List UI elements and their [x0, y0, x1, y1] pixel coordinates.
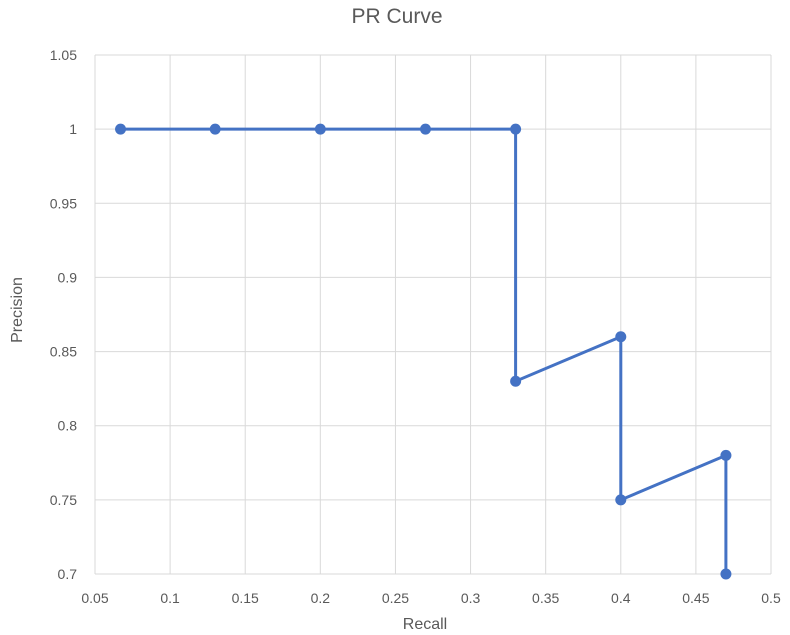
x-tick-label: 0.3	[461, 590, 481, 606]
y-tick-label: 0.8	[58, 418, 78, 434]
x-tick-label: 0.05	[81, 590, 108, 606]
y-tick-label: 0.7	[58, 566, 78, 582]
data-point	[115, 123, 127, 135]
x-tick-label: 0.2	[311, 590, 331, 606]
x-axis-ticks: 0.05 0.1 0.15 0.2 0.25 0.3 0.35 0.4 0.45 0.5	[81, 590, 781, 606]
series	[115, 123, 732, 580]
data-point	[720, 449, 732, 461]
y-tick-label: 0.85	[50, 344, 77, 360]
y-tick-label: 1.05	[50, 47, 77, 63]
x-tick-label: 0.35	[532, 590, 559, 606]
data-point	[615, 494, 627, 506]
y-axis-ticks: 0.7 0.75 0.8 0.85 0.9 0.95 1 1.05	[50, 47, 77, 582]
grid	[94, 54, 772, 575]
data-point	[615, 331, 627, 343]
x-tick-label: 0.5	[761, 590, 781, 606]
x-tick-label: 0.1	[160, 590, 180, 606]
y-tick-label: 1	[69, 121, 77, 137]
data-point	[720, 568, 732, 580]
series-line	[120, 127, 728, 574]
data-point	[510, 375, 522, 387]
data-point	[209, 123, 221, 135]
x-axis-title: Recall	[403, 616, 447, 633]
x-tick-label: 0.25	[382, 590, 409, 606]
chart-title: PR Curve	[351, 5, 442, 28]
y-axis-title: Precision	[9, 277, 26, 343]
x-tick-label: 0.15	[232, 590, 259, 606]
y-tick-label: 0.95	[50, 195, 77, 211]
x-tick-label: 0.45	[682, 590, 709, 606]
data-point	[314, 123, 326, 135]
x-tick-label: 0.4	[611, 590, 631, 606]
data-point	[510, 123, 522, 135]
y-tick-label: 0.9	[58, 269, 78, 285]
y-tick-label: 0.75	[50, 492, 77, 508]
data-point	[419, 123, 431, 135]
